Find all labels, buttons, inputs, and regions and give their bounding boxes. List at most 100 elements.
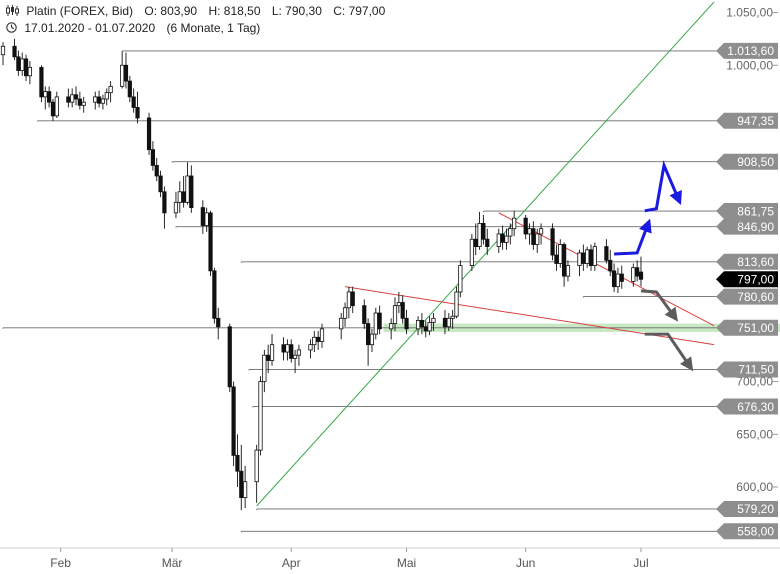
y-tick-label: 600,00 (736, 480, 773, 494)
candle-body-down (619, 273, 624, 282)
level-label: 908,50 (737, 155, 774, 169)
level-label: 797,00 (737, 273, 774, 287)
badge-shape (716, 218, 778, 235)
candle (419, 313, 425, 335)
high-value: H: 818,50 (208, 4, 261, 18)
candle-body-up (204, 212, 209, 226)
candle (577, 249, 582, 277)
candle-body-down (316, 336, 321, 342)
candle-body-up (558, 244, 563, 264)
candle (77, 91, 82, 110)
candle (243, 465, 248, 509)
candle-body-down (581, 252, 586, 264)
candle-body-down (481, 223, 486, 240)
candle (212, 267, 217, 324)
candle-body-down (146, 117, 152, 151)
level-label-badge: 579,20 (716, 500, 778, 517)
candle-body-up (258, 381, 263, 451)
y-tick-label: 650,00 (736, 427, 773, 441)
candle-body-up (469, 238, 474, 266)
date-range: 17.01.2020 - 01.07.2020 (24, 21, 156, 35)
candle (366, 318, 371, 366)
candle-body-down (611, 270, 617, 288)
candle (554, 244, 559, 271)
candle (392, 297, 398, 331)
candle (104, 88, 109, 106)
candle-body-up (296, 349, 302, 356)
candle-body-up (454, 291, 459, 317)
level-label: 751,00 (737, 321, 774, 335)
candle (266, 344, 271, 374)
candle (523, 214, 528, 240)
candle (319, 323, 325, 348)
candle-body-up (292, 354, 298, 359)
candle (415, 316, 421, 336)
candle (27, 61, 33, 85)
candle-body-up (308, 344, 313, 351)
candle-body-up (177, 191, 182, 203)
candle (477, 211, 482, 250)
x-tick-label: Jun (516, 556, 535, 570)
candle (0, 42, 6, 66)
candle (508, 223, 513, 245)
candle (216, 307, 221, 340)
candle (535, 228, 540, 253)
candle (446, 313, 451, 331)
candle-body-up (254, 449, 259, 483)
candle-body-up (27, 66, 33, 77)
candle-body-down (404, 317, 409, 330)
candle-body-down (131, 96, 136, 108)
level-label-badge: 846,90 (716, 218, 778, 235)
candle (558, 239, 563, 268)
candle (227, 323, 232, 393)
candle-body-up (535, 233, 540, 245)
candle-body-up (185, 175, 190, 203)
candle-body-down (47, 91, 52, 103)
x-tick-label: Apr (282, 556, 301, 570)
candle-body-up (373, 312, 378, 335)
close-value: C: 797,00 (333, 4, 386, 18)
candle-body-up (396, 302, 401, 307)
candle (231, 381, 236, 466)
candle (308, 339, 313, 359)
candle-body-down (150, 149, 155, 166)
candle-body-down (135, 107, 140, 119)
level-label-badge: 813,60 (716, 253, 778, 270)
candle (396, 291, 401, 314)
candle (481, 214, 486, 245)
candle-body-down (227, 326, 232, 388)
candle-body-down (266, 354, 271, 361)
candle (185, 162, 190, 205)
candle-body-down (123, 64, 129, 82)
level-label: 846,90 (737, 220, 774, 234)
candle (504, 228, 509, 250)
candle (619, 265, 624, 289)
candle (20, 52, 25, 76)
x-tick-label: Mär (162, 556, 183, 570)
candle-body-up (631, 267, 636, 282)
y-tick-label: 700,00 (736, 375, 773, 389)
candle (154, 158, 159, 182)
candle-body-up (269, 344, 275, 361)
candle (608, 249, 613, 277)
bullish-path-arrow (614, 218, 652, 256)
candle-body-up (504, 235, 509, 243)
candle-body-up (43, 91, 48, 98)
badge-shape (716, 42, 778, 59)
candle-body-down (500, 233, 505, 243)
candle (604, 239, 609, 264)
candle-body-up (262, 354, 267, 382)
candle (93, 91, 98, 110)
candle (296, 344, 302, 366)
candle-body-up (120, 64, 125, 87)
candle-body-down (289, 344, 294, 359)
candle (377, 305, 382, 335)
candle-body-down (216, 317, 221, 328)
candle-body-up (446, 317, 451, 328)
candle (538, 223, 544, 245)
candle-body-up (512, 217, 517, 230)
level-label-badge: 908,50 (716, 153, 778, 170)
candle-body-down (562, 244, 567, 277)
candle-body-down (604, 246, 609, 261)
